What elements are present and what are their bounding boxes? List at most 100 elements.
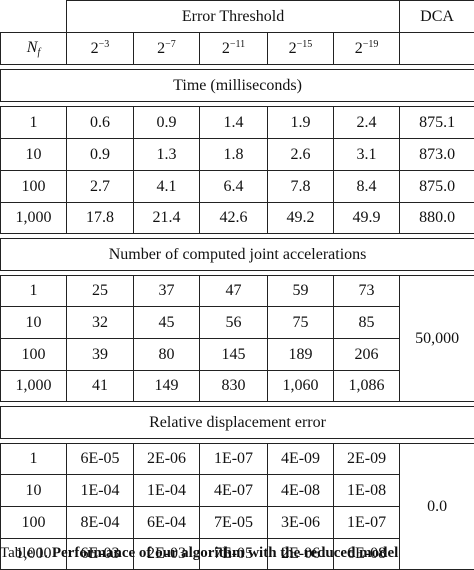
dca-merged-cell: 50,000 [400,276,474,402]
error-threshold-header: Error Threshold [67,1,400,33]
dca-cell: 873.0 [400,139,474,171]
dca-cell: 875.0 [400,171,474,203]
value-cell: 4E-09 [268,444,334,475]
value-cell: 75 [268,307,334,339]
nf-cell: 1,000 [1,203,67,234]
value-cell: 2E-06 [134,444,200,475]
section-title-row: Number of computed joint accelerations [1,239,474,271]
threshold-header-3: 2−11 [200,33,268,65]
value-cell: 7E-05 [200,507,268,539]
threshold-base: 2 [222,40,230,57]
table-caption: Table 1. Performance of our algorithm wi… [0,545,474,563]
value-cell: 21.4 [134,203,200,234]
nf-header: Nf [1,33,67,65]
threshold-base: 2 [91,40,99,57]
nf-cell: 10 [1,139,67,171]
value-cell: 149 [134,371,200,402]
threshold-header-2: 2−7 [134,33,200,65]
value-cell: 49.9 [334,203,400,234]
value-cell: 6E-04 [134,507,200,539]
threshold-exponent: −15 [297,39,313,50]
value-cell: 1E-04 [67,475,134,507]
value-cell: 6E-05 [67,444,134,475]
value-cell: 1,086 [334,371,400,402]
threshold-exponent: −19 [363,39,379,50]
value-cell: 85 [334,307,400,339]
value-cell: 189 [268,339,334,371]
value-cell: 6.4 [200,171,268,203]
value-cell: 7.8 [268,171,334,203]
value-cell: 1.4 [200,107,268,139]
threshold-exponent: −7 [165,39,176,50]
value-cell: 41 [67,371,134,402]
value-cell: 17.8 [67,203,134,234]
nf-cell: 100 [1,171,67,203]
nf-cell: 100 [1,507,67,539]
value-cell: 1E-04 [134,475,200,507]
section-title: Number of computed joint accelerations [1,239,474,271]
section-title-row: Relative displacement error [1,407,474,439]
nf-cell: 100 [1,339,67,371]
value-cell: 49.2 [268,203,334,234]
threshold-exponent: −3 [99,39,110,50]
nf-cell: 10 [1,307,67,339]
nf-cell: 1,000 [1,371,67,402]
value-cell: 145 [200,339,268,371]
value-cell: 0.9 [67,139,134,171]
value-cell: 2.6 [268,139,334,171]
section-title: Time (milliseconds) [1,70,474,102]
section-title: Relative displacement error [1,407,474,439]
value-cell: 2.4 [334,107,400,139]
value-cell: 8E-04 [67,507,134,539]
dca-subheader-empty [400,33,474,65]
value-cell: 45 [134,307,200,339]
value-cell: 4E-07 [200,475,268,507]
value-cell: 32 [67,307,134,339]
value-cell: 59 [268,276,334,307]
value-cell: 73 [334,276,400,307]
dca-cell: 880.0 [400,203,474,234]
value-cell: 56 [200,307,268,339]
threshold-base: 2 [355,40,363,57]
value-cell: 25 [67,276,134,307]
value-cell: 206 [334,339,400,371]
header-row-1: Error Threshold DCA [1,1,474,33]
threshold-header-4: 2−15 [268,33,334,65]
value-cell: 2E-09 [334,444,400,475]
value-cell: 8.4 [334,171,400,203]
threshold-exponent: −11 [230,39,245,50]
value-cell: 4.1 [134,171,200,203]
threshold-base: 2 [289,40,297,57]
section-title-row: Time (milliseconds) [1,70,474,102]
value-cell: 80 [134,339,200,371]
value-cell: 1.8 [200,139,268,171]
value-cell: 4E-08 [268,475,334,507]
threshold-base: 2 [157,40,165,57]
threshold-header-5: 2−19 [334,33,400,65]
dca-cell: 875.1 [400,107,474,139]
value-cell: 1.3 [134,139,200,171]
value-cell: 42.6 [200,203,268,234]
value-cell: 47 [200,276,268,307]
value-cell: 37 [134,276,200,307]
nf-subscript: f [37,47,40,58]
value-cell: 0.6 [67,107,134,139]
threshold-header-1: 2−3 [67,33,134,65]
value-cell: 0.9 [134,107,200,139]
nf-cell: 1 [1,444,67,475]
value-cell: 3E-06 [268,507,334,539]
nf-cell: 1 [1,107,67,139]
nf-symbol: N [27,39,38,56]
value-cell: 1E-07 [334,507,400,539]
value-cell: 39 [67,339,134,371]
value-cell: 3.1 [334,139,400,171]
